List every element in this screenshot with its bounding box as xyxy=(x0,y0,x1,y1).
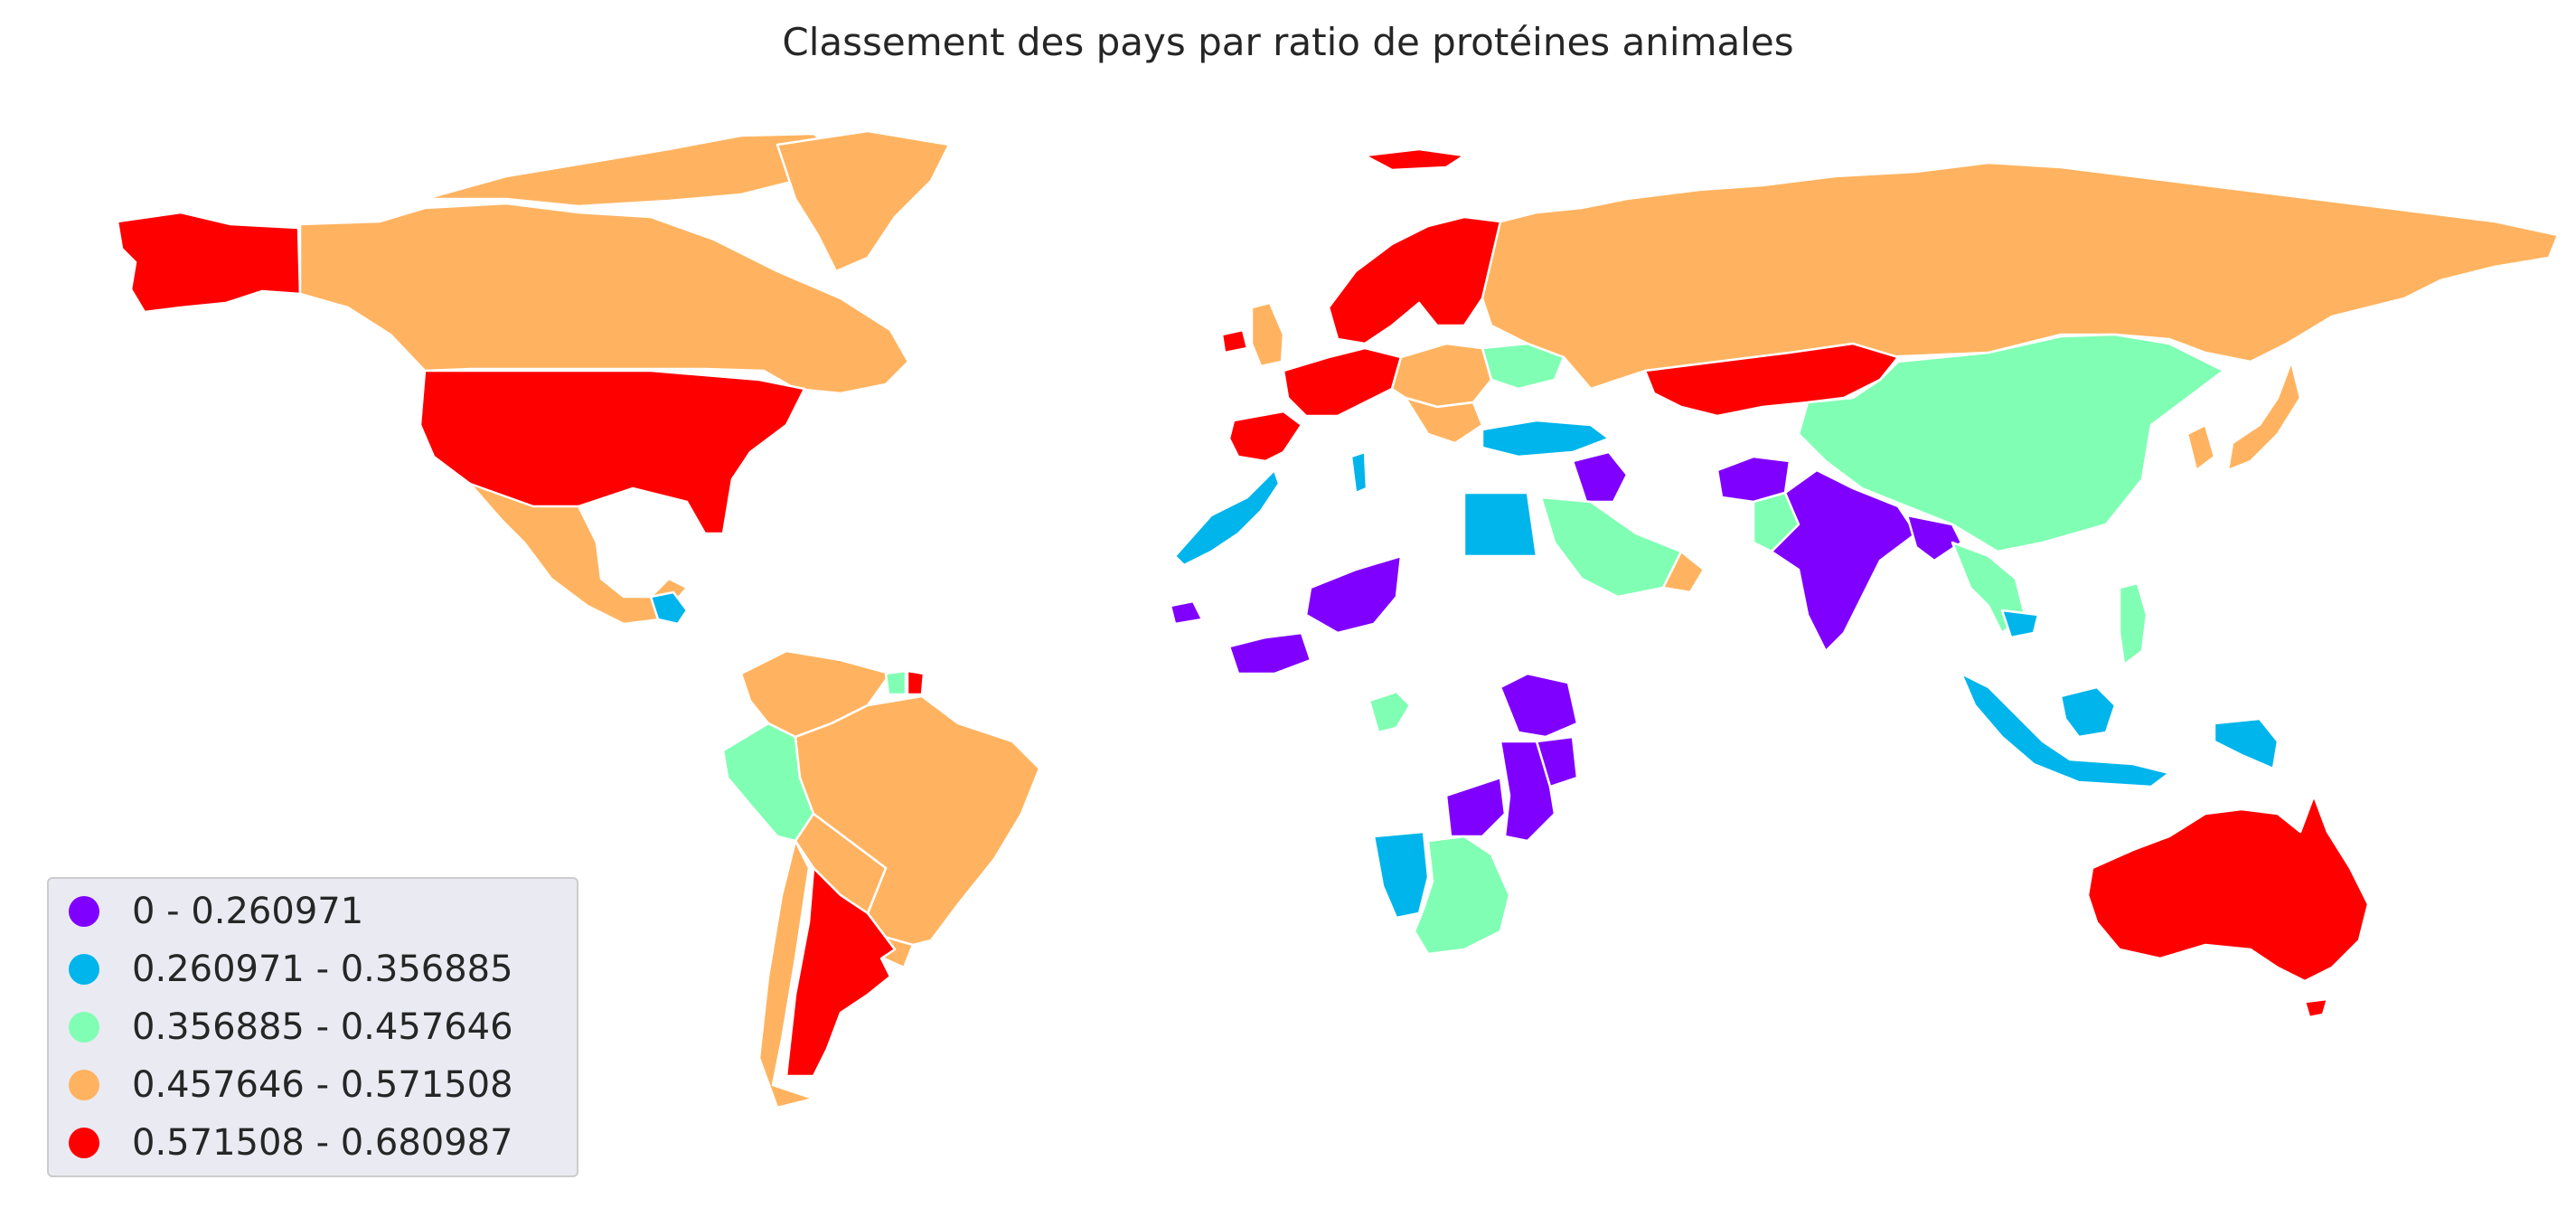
legend-item-2: 0.356885 - 0.457646 xyxy=(69,1005,513,1049)
iraq xyxy=(1571,450,1629,504)
legend-item-1: 0.260971 - 0.356885 xyxy=(69,948,513,991)
iceland xyxy=(1363,147,1466,172)
legend-item-4: 0.571508 - 0.680987 xyxy=(69,1121,513,1165)
india xyxy=(1770,468,1918,653)
greenland xyxy=(776,129,951,273)
bangladesh-myanmar xyxy=(1905,514,1963,562)
morocco-sahara xyxy=(1173,468,1281,567)
west-africa xyxy=(1227,631,1312,675)
yemen-oman xyxy=(1661,550,1706,594)
legend-label-3: 0.457646 - 0.571508 xyxy=(132,1064,513,1106)
legend-label-0: 0 - 0.260971 xyxy=(132,891,364,932)
legend-swatch-4 xyxy=(69,1128,99,1158)
australia xyxy=(2086,794,2370,983)
legend-label-1: 0.260971 - 0.356885 xyxy=(132,949,513,990)
japan xyxy=(2226,360,2302,472)
central-america xyxy=(649,590,689,626)
legend-swatch-3 xyxy=(69,1070,99,1100)
france-west-europe xyxy=(1282,346,1403,418)
tunisia xyxy=(1349,450,1368,495)
zambia-zimbabwe xyxy=(1444,776,1507,838)
senegal xyxy=(1169,599,1204,626)
new-guinea xyxy=(2213,717,2280,770)
botswana-south-africa xyxy=(1413,835,1511,956)
tasmania xyxy=(2303,997,2329,1019)
legend-swatch-1 xyxy=(69,954,99,985)
mexico xyxy=(468,482,689,626)
uk xyxy=(1250,301,1285,368)
iberia xyxy=(1227,410,1303,463)
alaska xyxy=(116,211,302,314)
argentina xyxy=(785,866,897,1078)
balkans xyxy=(1404,396,1484,445)
tanzania-mozambique xyxy=(1499,740,1556,843)
legend: 0 - 0.260971 0.260971 - 0.356885 0.35688… xyxy=(47,877,578,1177)
borneo xyxy=(2059,685,2117,739)
turkey xyxy=(1481,419,1611,458)
suriname xyxy=(884,669,907,696)
cambodia xyxy=(2000,609,2040,639)
ethiopia-horn xyxy=(1499,672,1579,739)
legend-label-2: 0.356885 - 0.457646 xyxy=(132,1006,513,1048)
legend-item-3: 0.457646 - 0.571508 xyxy=(69,1063,513,1107)
french-guiana xyxy=(906,669,926,696)
usa xyxy=(418,369,806,535)
philippines xyxy=(2118,581,2148,666)
korea xyxy=(2186,423,2216,472)
niger-chad xyxy=(1304,554,1403,635)
china xyxy=(1797,333,2225,553)
egypt xyxy=(1462,491,1538,558)
indonesia xyxy=(1960,672,2171,788)
ireland xyxy=(1220,328,1249,354)
map-title: Classement des pays par ratio de protéin… xyxy=(782,20,1794,64)
saudi-arabia xyxy=(1539,496,1683,599)
scandinavia xyxy=(1327,215,1507,345)
canada xyxy=(298,202,910,395)
namibia xyxy=(1372,830,1430,920)
gabon-congo xyxy=(1368,690,1412,734)
legend-swatch-0 xyxy=(69,896,99,927)
legend-swatch-2 xyxy=(69,1012,99,1043)
legend-item-0: 0 - 0.260971 xyxy=(69,890,363,933)
chile xyxy=(757,839,815,1109)
legend-label-4: 0.571508 - 0.680987 xyxy=(132,1122,513,1164)
